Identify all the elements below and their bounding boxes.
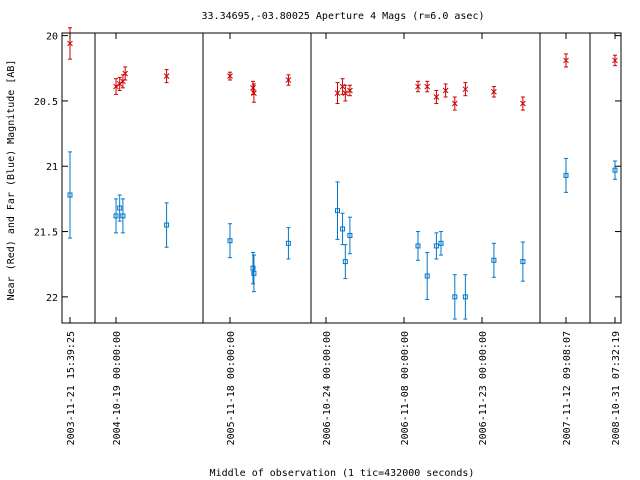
x-tick-label: 2003-11-21 15:39:25 xyxy=(66,331,77,445)
far-point xyxy=(462,294,468,300)
near-point xyxy=(520,100,526,107)
near-point xyxy=(424,83,431,90)
far-point xyxy=(415,243,421,249)
x-tick-label: 2007-11-12 09:08:07 xyxy=(562,331,573,445)
near-marker-stroke xyxy=(563,57,569,64)
near-marker-stroke xyxy=(122,70,129,77)
near-marker-stroke xyxy=(442,87,449,94)
far-point xyxy=(250,265,256,271)
x-axis-label: Middle of observation (1 tic=432000 seco… xyxy=(210,468,475,479)
y-tick-label: 20 xyxy=(46,32,58,43)
far-point xyxy=(342,259,348,265)
near-point xyxy=(612,57,618,64)
far-point xyxy=(117,205,123,211)
far-point xyxy=(67,192,73,198)
far-point xyxy=(433,243,439,249)
near-point xyxy=(347,87,353,94)
x-tick-label: 2008-10-31 07:32:19 xyxy=(611,331,622,445)
far-point xyxy=(347,232,353,238)
near-marker-stroke xyxy=(250,85,256,91)
near-marker-stroke xyxy=(520,100,526,107)
near-point xyxy=(442,87,449,94)
near-marker-stroke xyxy=(347,87,353,94)
x-tick-label: 2006-10-24 00:00:00 xyxy=(322,331,333,445)
far-point xyxy=(164,222,170,228)
far-point xyxy=(251,270,257,276)
near-marker-stroke xyxy=(462,86,469,93)
far-point xyxy=(491,257,497,263)
near-point xyxy=(251,90,257,96)
x-tick-label: 2005-11-18 00:00:00 xyxy=(226,331,237,445)
near-point xyxy=(227,73,233,79)
near-point xyxy=(342,90,349,96)
near-marker-stroke xyxy=(433,94,440,100)
x-tick-label: 2006-11-08 00:00:00 xyxy=(400,331,411,445)
near-marker-stroke xyxy=(251,90,257,96)
near-point xyxy=(462,86,469,93)
y-tick-label: 21.5 xyxy=(34,228,58,239)
near-point xyxy=(334,90,341,96)
y-tick-label: 22 xyxy=(46,293,58,304)
near-marker-stroke xyxy=(163,73,170,79)
near-marker-stroke xyxy=(424,83,431,90)
x-axis: 2003-11-21 15:39:25 2004-10-19 00:00:00 20… xyxy=(66,33,622,445)
far-point xyxy=(113,213,119,219)
near-marker-stroke xyxy=(285,77,292,83)
plot-frame xyxy=(61,32,622,324)
near-point xyxy=(451,100,458,107)
near-marker-stroke xyxy=(342,90,349,96)
near-point xyxy=(250,85,256,91)
near-marker-stroke xyxy=(612,57,618,64)
near-marker-stroke xyxy=(415,83,421,90)
far-point xyxy=(452,294,458,300)
chart-title: 33.34695,-03.80025 Aperture 4 Mags (r=6.… xyxy=(202,11,485,22)
near-point xyxy=(491,88,497,95)
far-point xyxy=(340,226,346,232)
far-point xyxy=(227,238,233,244)
far-point xyxy=(424,273,430,279)
y-axis: 20 20.5 21 21.5 22 xyxy=(34,32,621,304)
near-marker-stroke xyxy=(113,83,119,90)
far-point xyxy=(438,240,444,246)
near-marker-stroke xyxy=(227,73,233,79)
x-tick-label: 2004-10-19 00:00:00 xyxy=(112,331,123,445)
near-point xyxy=(285,77,292,83)
far-point xyxy=(335,208,340,214)
far-point xyxy=(612,167,618,173)
near-marker-stroke xyxy=(334,90,341,96)
far-point xyxy=(285,240,291,246)
near-point xyxy=(67,40,73,47)
y-tick-label: 20.5 xyxy=(34,97,58,108)
far-point xyxy=(563,172,569,178)
near-point xyxy=(415,83,421,90)
near-point xyxy=(433,94,440,100)
x-tick-label: 2006-11-23 00:00:00 xyxy=(478,331,489,445)
near-marker-stroke xyxy=(67,40,73,47)
y-tick-label: 21 xyxy=(46,162,58,173)
near-marker-stroke xyxy=(491,88,497,95)
near-point xyxy=(113,83,119,90)
far-point xyxy=(520,259,526,265)
near-marker-stroke xyxy=(451,100,458,107)
near-point xyxy=(563,57,569,64)
far-point xyxy=(120,213,126,219)
y-axis-label: Near (Red) and Far (Blue) Magnitude [AB] xyxy=(6,60,17,301)
near-point xyxy=(122,70,129,77)
plot-area xyxy=(61,27,622,324)
near-point xyxy=(163,73,170,79)
